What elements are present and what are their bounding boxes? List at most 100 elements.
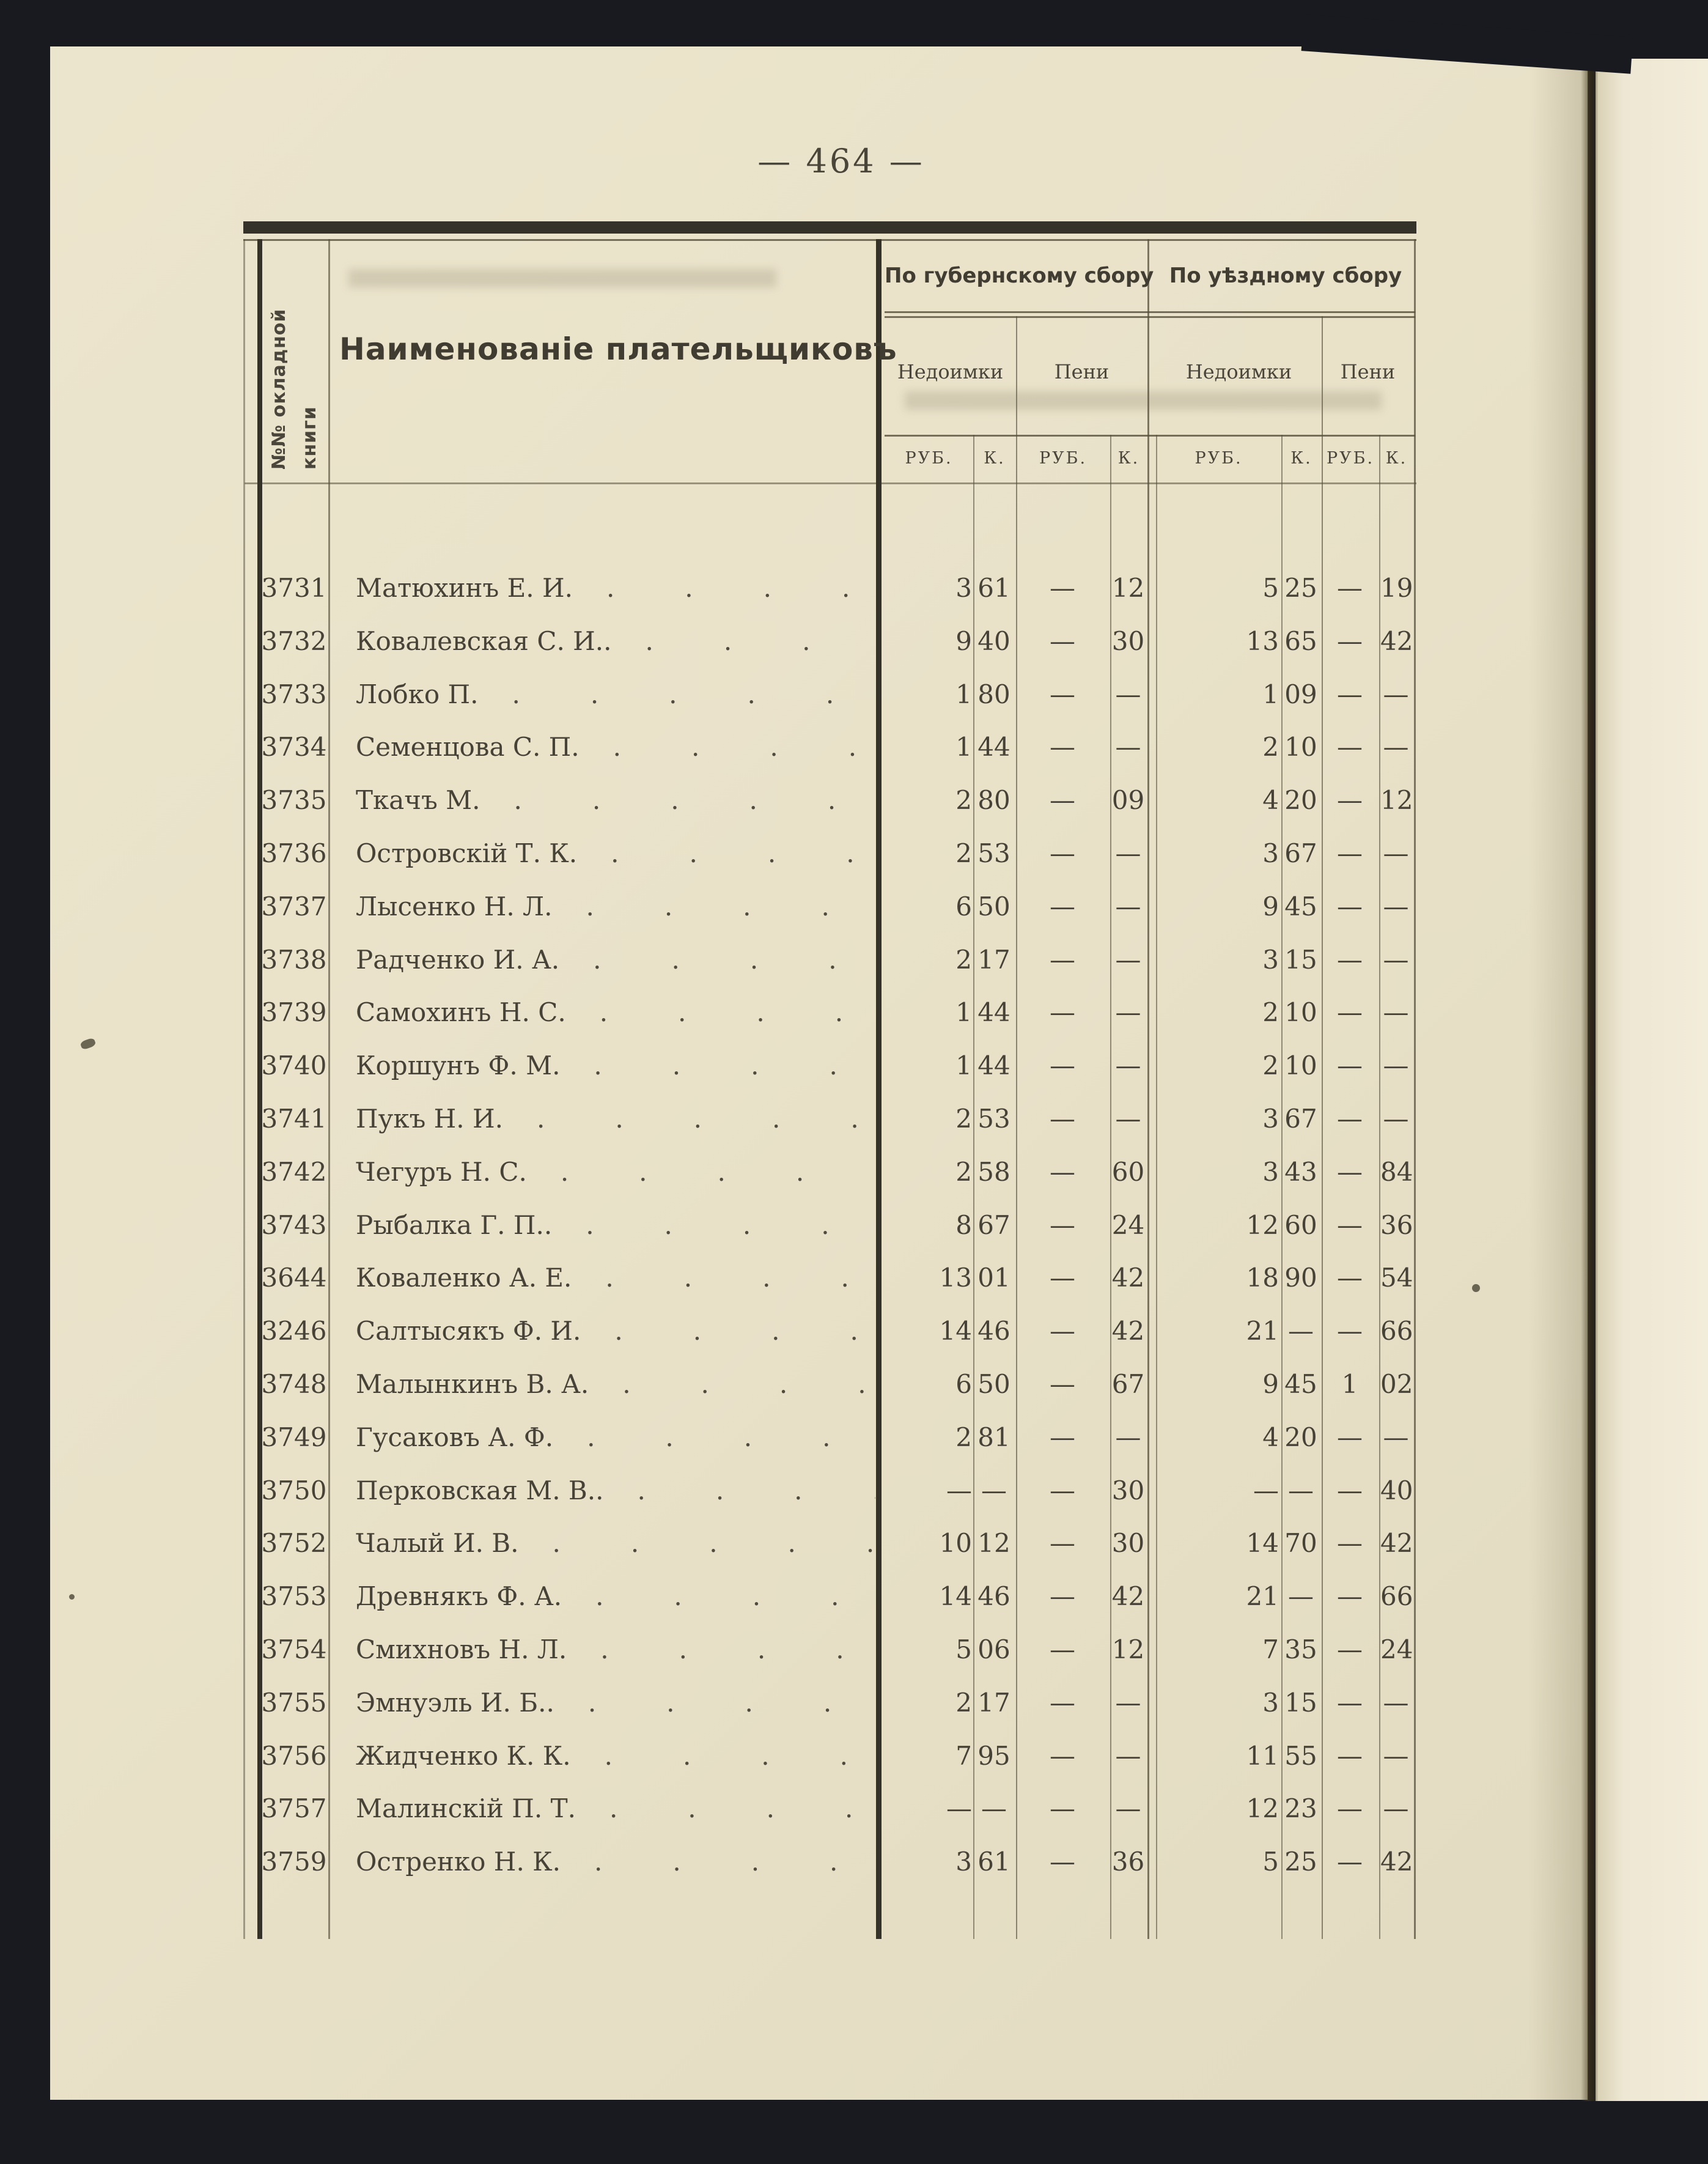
cell-provincial-penalty-kop: — [1115, 1422, 1141, 1452]
cell-district-arrears-rub: 3 [1262, 945, 1279, 975]
leader-dots: ............ [595, 1581, 875, 1611]
payer-name-cell: Смихновъ Н. Л. ............ [356, 1631, 875, 1668]
payer-column-header: Наименованіе плательщиковъ [339, 331, 897, 367]
payer-name: Ткачъ М. [356, 785, 480, 815]
row-number: 3757 [261, 1793, 327, 1823]
cell-district-penalty-kop: — [1383, 679, 1409, 709]
table-row: 3743 Рыбалка Г. П.. ............ 8 67 — … [243, 1207, 1416, 1244]
cell-provincial-arrears-rub: 1 [955, 732, 972, 762]
subheader-arrears: Недоимки [897, 360, 1004, 383]
cell-district-penalty-kop: 84 [1380, 1157, 1413, 1187]
cell-provincial-arrears-kop: 46 [977, 1316, 1010, 1346]
leader-dots: ............ [594, 1847, 875, 1877]
cell-provincial-penalty-kop: 12 [1111, 1634, 1145, 1664]
leader-dots: ............ [613, 732, 875, 762]
cell-district-penalty-kop: — [1383, 892, 1409, 921]
cell-district-arrears-rub: 12 [1246, 1210, 1279, 1240]
cell-district-penalty-rub: — [1337, 945, 1363, 975]
payer-name: Лобко П. [356, 679, 479, 709]
leader-dots: ............ [512, 679, 875, 709]
cell-district-arrears-kop: 10 [1284, 732, 1317, 762]
page-curl-shadow [1528, 46, 1588, 2100]
leader-dots: ............ [645, 626, 875, 656]
table-row: 3756 Жидченко К. К. ............ 7 95 — … [243, 1738, 1416, 1774]
table-rule-horizontal [885, 311, 1415, 313]
cell-district-arrears-kop: 60 [1284, 1210, 1317, 1240]
cell-provincial-arrears-rub: 2 [955, 785, 972, 815]
payer-name-cell: Лысенко Н. Л. ............ [356, 888, 875, 925]
row-number: 3753 [261, 1581, 327, 1611]
table-rule-horizontal [243, 239, 1416, 241]
cell-district-penalty-rub: — [1337, 997, 1363, 1027]
payer-name-cell: Радченко И. А. ............ [356, 942, 875, 978]
cell-district-arrears-kop: 09 [1284, 679, 1317, 709]
cell-provincial-penalty-rub: — [1050, 626, 1075, 656]
cell-provincial-arrears-rub: 6 [955, 892, 972, 921]
table-row: 3742 Чегуръ Н. С. ............ 2 58 — 60… [243, 1154, 1416, 1191]
cell-district-penalty-rub: — [1337, 1475, 1363, 1505]
payer-name-cell: Чегуръ Н. С. ............ [356, 1154, 875, 1191]
table-rule-vertical [1156, 435, 1157, 1939]
cell-provincial-penalty-kop: — [1115, 1793, 1141, 1823]
cell-provincial-arrears-kop: 40 [977, 626, 1010, 656]
cell-district-arrears-rub: 9 [1262, 1369, 1279, 1399]
cell-district-penalty-rub: — [1337, 1528, 1363, 1558]
cell-provincial-penalty-rub: — [1050, 1157, 1075, 1187]
payer-name: Пукъ Н. И. [356, 1104, 503, 1134]
cell-district-arrears-rub: 21 [1246, 1316, 1279, 1346]
cell-provincial-arrears-rub: 14 [939, 1316, 972, 1346]
cell-provincial-penalty-rub: — [1050, 1741, 1075, 1771]
cell-provincial-arrears-kop: 44 [977, 1051, 1010, 1080]
payer-name-cell: Чалый И. В. ............ [356, 1525, 875, 1562]
ink-speck [69, 1594, 75, 1600]
table-row: 3759 Остренко Н. К. ............ 3 61 — … [243, 1844, 1416, 1880]
cell-district-arrears-rub: 5 [1262, 1847, 1279, 1877]
cell-provincial-penalty-rub: — [1050, 1793, 1075, 1823]
unit-rub: РУБ. [1194, 449, 1243, 468]
row-number: 3738 [261, 945, 327, 975]
payer-name-cell: Древнякъ Ф. А. ............ [356, 1578, 875, 1615]
table-rule-vertical [1110, 435, 1111, 1939]
leader-dots: ............ [593, 945, 875, 975]
cell-provincial-penalty-kop: 12 [1111, 573, 1145, 603]
cell-provincial-arrears-rub: 7 [955, 1741, 972, 1771]
table-rule-horizontal [885, 316, 1415, 318]
cell-provincial-arrears-kop: 95 [977, 1741, 1010, 1771]
cell-provincial-penalty-rub: — [1050, 997, 1075, 1027]
leader-dots: ............ [587, 1422, 875, 1452]
cell-provincial-arrears-kop: 80 [977, 679, 1010, 709]
cell-district-arrears-kop: 20 [1284, 785, 1317, 815]
cell-district-arrears-rub: 2 [1262, 732, 1279, 762]
cell-district-penalty-kop: 12 [1380, 785, 1413, 815]
cell-provincial-arrears-kop: — [981, 1793, 1007, 1823]
payer-name-cell: Самохинъ Н. С. ............ [356, 994, 875, 1031]
unit-kop: К. [1117, 449, 1140, 468]
table-row: 3731 Матюхинъ Е. И. ............ 3 61 — … [243, 570, 1416, 607]
cell-provincial-penalty-kop: — [1115, 892, 1141, 921]
cell-district-arrears-rub: 14 [1246, 1528, 1279, 1558]
leader-dots: ............ [614, 1316, 875, 1346]
cell-district-penalty-rub: — [1337, 1263, 1363, 1293]
unit-rub: РУБ. [905, 449, 953, 468]
cell-district-penalty-kop: 24 [1380, 1634, 1413, 1664]
cell-district-penalty-rub: — [1337, 679, 1363, 709]
cell-provincial-arrears-rub: 2 [955, 1104, 972, 1134]
table-row: 3735 Ткачъ М. ............ 2 80 — 09 4 2… [243, 782, 1416, 819]
cell-provincial-penalty-rub: — [1050, 1581, 1075, 1611]
row-number: 3743 [261, 1210, 327, 1240]
leader-dots: ............ [552, 1528, 876, 1558]
subheader-penalties: Пени [1340, 360, 1396, 383]
payer-name-cell: Семенцова С. П. ............ [356, 729, 875, 766]
cell-provincial-penalty-kop: 42 [1111, 1316, 1145, 1346]
payer-name: Чегуръ Н. С. [356, 1157, 527, 1187]
cell-district-penalty-rub: 1 [1341, 1369, 1358, 1399]
cell-provincial-penalty-kop: — [1115, 945, 1141, 975]
cell-district-penalty-kop: 54 [1380, 1263, 1413, 1293]
cell-provincial-penalty-rub: — [1050, 892, 1075, 921]
table-rule-vertical [1016, 316, 1017, 1939]
cell-district-penalty-kop: — [1383, 838, 1409, 868]
cell-provincial-penalty-kop: — [1115, 1104, 1141, 1134]
cell-district-penalty-rub: — [1337, 626, 1363, 656]
cell-district-penalty-kop: 40 [1380, 1475, 1413, 1505]
payer-name: Ковалевская С. И.. [356, 626, 612, 656]
